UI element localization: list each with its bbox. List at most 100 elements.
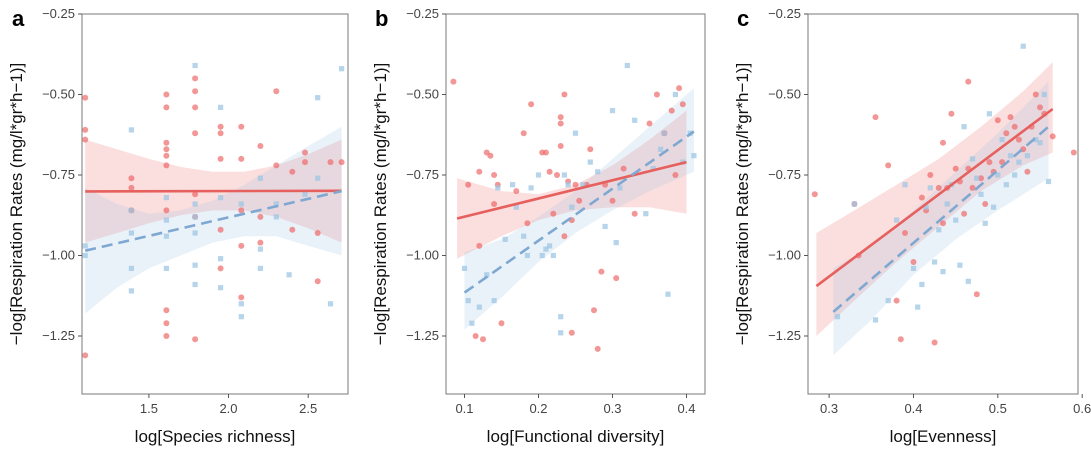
panel-b-point-0-20: [554, 172, 560, 178]
panel-a-point-0-30: [238, 155, 245, 162]
panel-a-point-0-18: [192, 88, 199, 95]
panel-c-point-0-25: [978, 175, 984, 182]
panel-a-point-1-10: [163, 265, 169, 271]
panel-a-point-1-7: [163, 195, 169, 201]
panel-b-point-1-2: [469, 320, 475, 326]
panel-c-point-0-34: [1015, 136, 1022, 143]
panel-b-point-0-0: [450, 78, 457, 85]
panel-b-point-0-30: [576, 197, 583, 204]
panel-c-point-0-6: [897, 336, 904, 343]
panel-a-point-1-3: [128, 207, 134, 213]
panel-a-fit-line-1: [84, 189, 342, 252]
panel-b-point-1-4: [484, 272, 490, 278]
panel-b-point-1-37: [665, 291, 671, 297]
panel-b-fit-line-0: [456, 160, 687, 220]
panel-a-point-0-8: [163, 104, 170, 111]
panel-a-point-0-24: [217, 123, 224, 130]
panel-b-point-0-17: [542, 149, 549, 156]
panel-b-point-1-17: [550, 252, 556, 259]
panel-c-point-0-26: [982, 201, 989, 207]
panel-c-point-1-7: [915, 304, 921, 310]
panel-c-point-0-7: [902, 230, 908, 236]
panel-b-point-1-23: [572, 130, 579, 136]
panel-b-point-0-14: [524, 220, 531, 227]
panel-c-point-1-31: [1016, 159, 1022, 165]
panel-a-point-1-23: [238, 314, 244, 320]
panel-a-point-0-0: [82, 94, 89, 101]
panel-c-point-1-29: [1007, 153, 1014, 159]
panel-c-point-1-34: [1033, 137, 1039, 143]
panel-c-point-0-42: [1070, 149, 1077, 156]
panel-b-point-1-21: [565, 182, 571, 188]
panel-b-point-0-4: [476, 242, 483, 249]
panel-c-point-0-29: [994, 117, 1001, 124]
panel-b-y-tick-label-1: −0.50: [406, 87, 439, 102]
panel-c-point-1-25: [991, 204, 997, 210]
panel-a-point-0-23: [192, 336, 199, 343]
panel-b-point-0-41: [646, 120, 653, 127]
panel-a-x-tick-label-0: 1.5: [140, 401, 158, 416]
panel-a-plot-frame: [81, 13, 349, 395]
panel-c-point-0-9: [918, 194, 925, 201]
panel-a-point-0-31: [238, 207, 245, 214]
panel-c-y-tick-label-0: −0.25: [768, 6, 801, 21]
panel-c-point-1-2: [872, 317, 879, 323]
panel-a-point-0-25: [217, 130, 224, 137]
panel-a-point-1-28: [273, 214, 279, 220]
panel-b-point-0-3: [476, 168, 483, 175]
panel-a-point-0-44: [314, 278, 321, 285]
panel-b-point-1-30: [617, 185, 623, 191]
panel-c-y-tick-label-2: −0.75: [768, 167, 801, 182]
panel-b-x-tick-label-0: 0.1: [455, 401, 473, 416]
panel-b-x-tick-label-1: 0.2: [529, 401, 547, 416]
panel-c-y-axis-label: −log[Respiration Rates (mg/l*gr*h−1)]: [733, 63, 752, 346]
panel-a-point-0-15: [163, 320, 170, 327]
panel-c-point-1-3: [885, 298, 891, 304]
panel-c-point-0-30: [999, 159, 1006, 166]
panel-a-point-0-9: [163, 139, 170, 146]
panel-c-point-1-16: [953, 217, 959, 223]
panel-a-point-1-33: [327, 301, 334, 307]
panel-a-y-axis-label: −log[Respiration Rates (mg/l*gr*h−1)]: [7, 63, 26, 346]
panel-a-point-1-25: [257, 246, 263, 252]
panel-b-point-1-6: [495, 185, 501, 191]
panel-b-point-0-18: [546, 168, 553, 175]
panel-b-point-1-18: [558, 330, 564, 336]
panel-c-point-1-12: [936, 227, 942, 233]
panel-b-point-0-45: [672, 172, 679, 178]
panel-a-point-1-24: [257, 175, 263, 181]
panel-a-point-1-9: [163, 233, 169, 239]
panel-b-x-tick-label-2: 0.3: [603, 401, 621, 416]
panel-a-point-0-7: [163, 91, 170, 98]
panel-c-point-1-22: [978, 191, 984, 197]
panel-b-y-tick-label-4: −1.25: [406, 328, 439, 343]
panel-a-ci-band-1: [85, 126, 342, 314]
panel-c-point-1-23: [982, 220, 988, 226]
panel-b-point-0-39: [620, 165, 627, 172]
panel-b-y-tick-label-3: −1.00: [406, 248, 439, 263]
panel-a-point-0-33: [238, 294, 245, 301]
panel-c-x-tick-label-1: 0.4: [904, 401, 922, 416]
panel-c-point-1-8: [919, 281, 925, 288]
panel-a-point-0-39: [289, 168, 296, 175]
panel-a-point-1-16: [192, 281, 198, 288]
panel-b-point-0-15: [528, 101, 535, 108]
panel-b-point-1-20: [561, 172, 567, 178]
panel-b-point-0-9: [491, 201, 498, 207]
panel-b-point-0-22: [557, 120, 564, 127]
panel-a-point-0-32: [238, 242, 245, 249]
panel-c-point-1-30: [1012, 172, 1018, 178]
panel-a-point-0-10: [163, 146, 170, 153]
panel-c-point-1-14: [944, 201, 950, 207]
panel-c-point-1-37: [1045, 178, 1052, 185]
panel-c-point-0-8: [910, 259, 917, 265]
panel-c-point-0-3: [872, 114, 879, 121]
panel-b-point-1-9: [513, 204, 519, 210]
panel-c-point-1-26: [995, 172, 1001, 178]
panel-a-x-tick-label-1: 2.0: [219, 401, 237, 416]
panel-a-point-0-40: [289, 226, 296, 233]
panel-a-point-1-11: [192, 62, 198, 69]
panel-a-x-axis-label: log[Species richness]: [135, 427, 296, 446]
panel-c-x-tick-label-3: 0.6: [1073, 401, 1091, 416]
panel-b-point-1-38: [672, 91, 678, 98]
